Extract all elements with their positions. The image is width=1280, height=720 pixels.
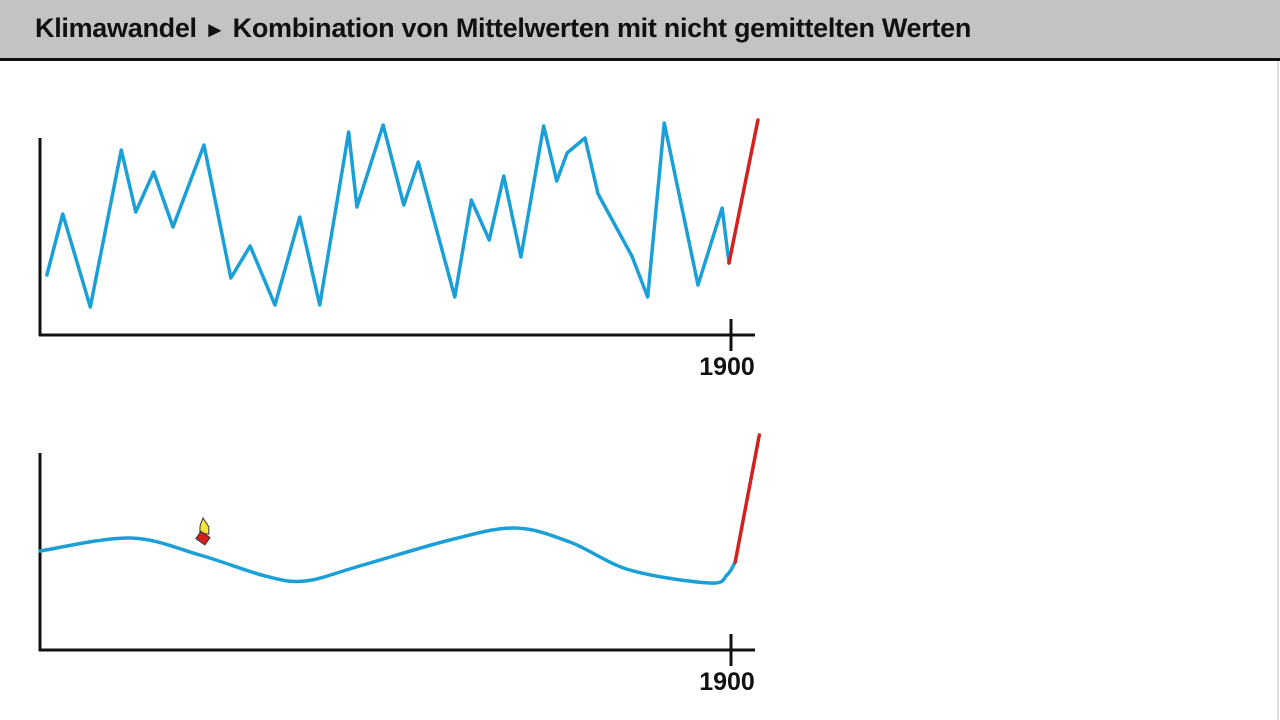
title-topic: Klimawandel	[35, 13, 197, 43]
x-tick-label: 1900	[699, 353, 755, 381]
title-bar: Klimawandel ► Kombination von Mittelwert…	[0, 0, 1280, 61]
title-subtitle: Kombination von Mittelwerten mit nicht g…	[232, 13, 972, 43]
recent-series-line	[733, 433, 762, 564]
recent-series-line	[727, 118, 760, 265]
measured-series-line	[38, 526, 737, 585]
measured-series-line	[45, 121, 731, 309]
hand-pointer-icon	[195, 516, 211, 546]
x-tick-label: 1900	[699, 668, 755, 696]
right-border	[1277, 61, 1279, 720]
page-title: Klimawandel ► Kombination von Mittelwert…	[35, 13, 971, 44]
title-separator-icon: ►	[203, 17, 226, 42]
